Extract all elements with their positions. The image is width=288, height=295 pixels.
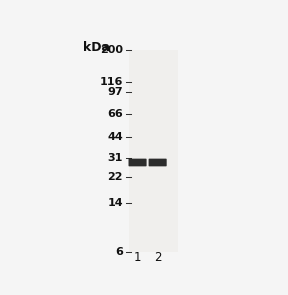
Text: 44: 44 bbox=[107, 132, 123, 142]
Text: 116: 116 bbox=[100, 77, 123, 86]
Text: 31: 31 bbox=[108, 153, 123, 163]
Text: 66: 66 bbox=[107, 109, 123, 119]
Text: 97: 97 bbox=[107, 87, 123, 97]
FancyBboxPatch shape bbox=[149, 159, 167, 166]
Text: 22: 22 bbox=[107, 172, 123, 182]
Text: 200: 200 bbox=[100, 45, 123, 55]
Text: kDa: kDa bbox=[83, 41, 110, 54]
Text: 2: 2 bbox=[155, 251, 162, 264]
Text: 1: 1 bbox=[134, 251, 141, 264]
Text: 6: 6 bbox=[115, 247, 123, 257]
FancyBboxPatch shape bbox=[128, 159, 147, 166]
Bar bbox=[129, 50, 178, 252]
Text: 14: 14 bbox=[107, 199, 123, 209]
